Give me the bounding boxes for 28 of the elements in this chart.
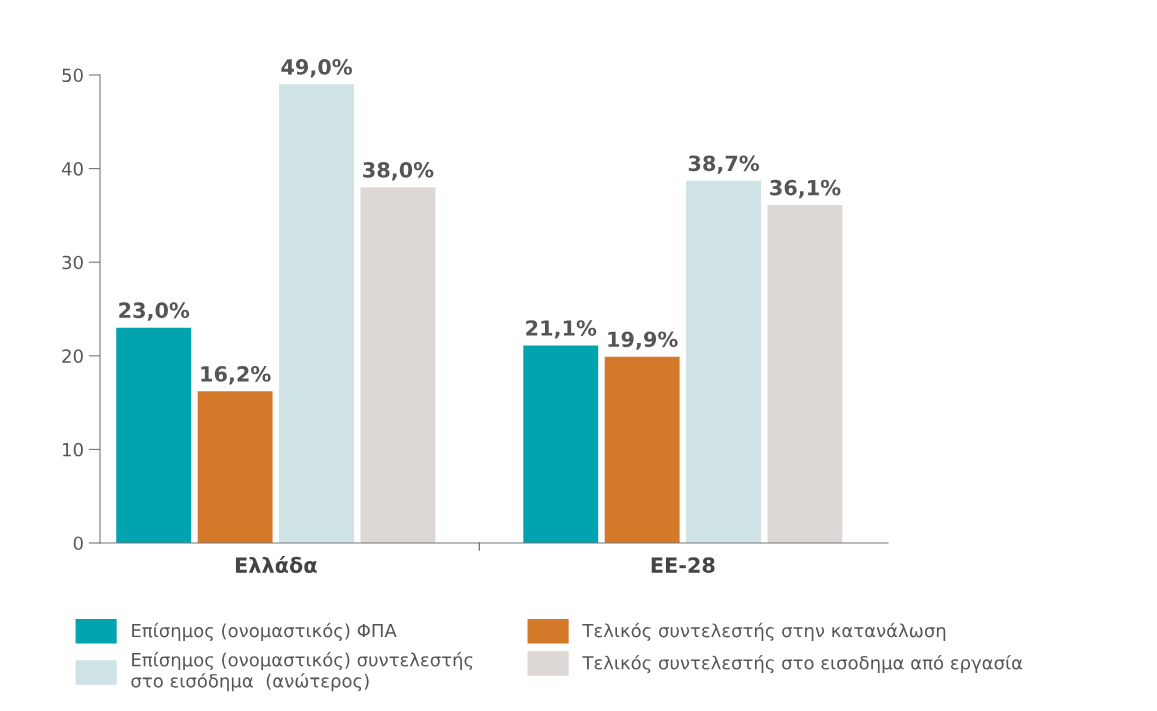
legend-label: Τελικός συντελεστής στην κατανάλωση xyxy=(582,622,946,641)
data-label: 16,2% xyxy=(201,366,271,385)
legend-label: Επίσημος (ονομαστικός) συντελεστής στο εισόδημα (ανώτερος) xyxy=(131,651,473,692)
data-label: 36,1% xyxy=(770,179,841,199)
data-label: 19,9% xyxy=(608,331,678,350)
data-label: 23,0% xyxy=(119,302,190,321)
x-tick-label: ΕΕ-28 xyxy=(651,557,715,574)
y-tick-label: 10 xyxy=(63,442,83,457)
legend-label: Τελικός συντελεστής στο εισοδημα από εργασία xyxy=(582,654,1023,674)
data-label: 38,7% xyxy=(688,155,760,174)
bar xyxy=(523,345,599,543)
data-label: 38,0% xyxy=(363,161,434,181)
bar xyxy=(197,391,273,543)
bar xyxy=(279,84,354,543)
y-tick-label: 30 xyxy=(62,255,83,270)
legend-label: Επίσημος (ονομαστικός) ΦΠΑ xyxy=(132,622,397,641)
bar xyxy=(116,327,192,543)
data-label: 49,0% xyxy=(281,59,353,78)
y-tick-label: 40 xyxy=(61,162,83,176)
bar xyxy=(686,180,762,543)
bar xyxy=(604,356,680,543)
x-tick-label: Ελλάδα xyxy=(235,556,317,574)
data-label: 21,1% xyxy=(526,320,597,339)
bar xyxy=(767,205,843,543)
bar xyxy=(360,187,436,543)
y-tick-label: 50 xyxy=(62,68,83,83)
y-tick-label: 0 xyxy=(73,536,83,551)
y-tick-label: 20 xyxy=(62,349,83,363)
